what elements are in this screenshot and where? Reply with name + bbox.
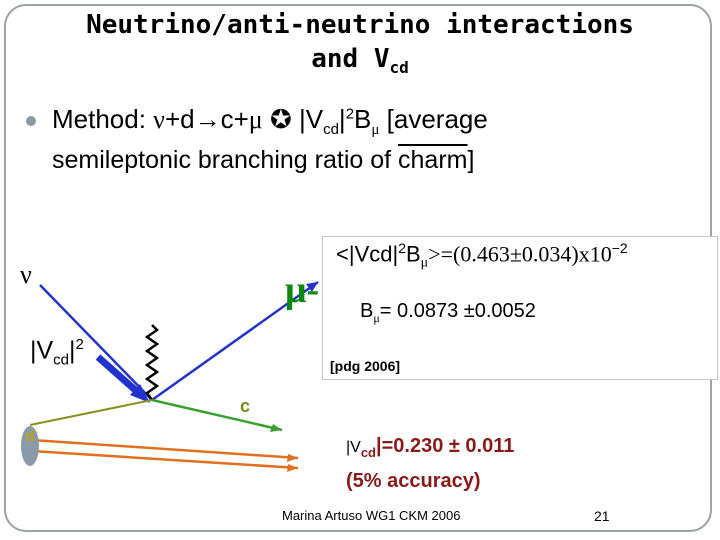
method-v: |V bbox=[291, 104, 324, 134]
quark-in-line bbox=[29, 399, 153, 426]
highlight-arrow bbox=[95, 354, 145, 399]
bmu-b: B bbox=[360, 300, 374, 322]
formula-exp: −2 bbox=[611, 240, 628, 256]
highlight-arrowhead bbox=[130, 384, 150, 403]
muon-line bbox=[151, 280, 319, 402]
method-v-end: | bbox=[338, 104, 346, 134]
method-line-2-c: ] bbox=[467, 146, 475, 174]
bullet-dot-icon bbox=[26, 116, 36, 126]
method-prefix: Method: bbox=[52, 104, 154, 134]
w-boson-line bbox=[144, 324, 160, 401]
method-b-sub: μ bbox=[371, 122, 380, 139]
spectator-arrowhead-2 bbox=[287, 464, 298, 472]
muon-arrowhead bbox=[306, 282, 318, 292]
title-line-2: and Vcd bbox=[0, 42, 720, 85]
method-nu: ν bbox=[153, 105, 165, 134]
bmu-sub: μ bbox=[373, 311, 380, 325]
slide-title: Neutrino/anti-neutrino interactions and … bbox=[0, 8, 720, 85]
method-bracket: [average bbox=[379, 104, 488, 134]
formula-sq: 2 bbox=[398, 240, 406, 256]
result-v-sub: cd bbox=[360, 445, 376, 460]
result-v: |V bbox=[346, 439, 361, 456]
charm-arrowhead bbox=[270, 424, 282, 432]
formula-b: B bbox=[405, 241, 421, 267]
method-sq: 2 bbox=[345, 105, 355, 123]
spectator-line-2 bbox=[31, 449, 299, 470]
diagram-vcd-sub: cd bbox=[53, 351, 70, 369]
bmu-value: Bμ= 0.0873 ±0.0052 bbox=[360, 300, 536, 326]
title-line-1: Neutrino/anti-neutrino interactions bbox=[86, 10, 634, 40]
diagram-vcd-label: |Vcd|2 bbox=[30, 336, 84, 368]
formula-c: >=(0.463±0.034)x10 bbox=[428, 241, 612, 267]
diagram-vcd-end: | bbox=[69, 336, 76, 365]
charm-line bbox=[151, 398, 283, 432]
method-line-2-a: semileptonic branching ratio of bbox=[52, 146, 399, 174]
title-line-2-sub: cd bbox=[389, 58, 409, 78]
vcd-result: |Vcd|=0.230 ± 0.011 (5% accuracy) bbox=[346, 432, 514, 495]
diagram-vcd-a: |V bbox=[30, 336, 54, 365]
diagram-c-label: c bbox=[240, 396, 251, 416]
star-icon: ✪ bbox=[269, 104, 292, 134]
diagram-d-label: d bbox=[25, 428, 35, 445]
bmu-val: = 0.0873 ±0.0052 bbox=[379, 300, 536, 322]
formula-box bbox=[322, 236, 718, 380]
page-number: 21 bbox=[594, 508, 610, 524]
method-reaction: +d→c+ bbox=[164, 104, 249, 134]
pdg-reference: [pdg 2006] bbox=[330, 358, 401, 374]
diagram-nu-label: ν bbox=[20, 260, 32, 289]
spectator-arrowhead-1 bbox=[287, 454, 298, 462]
footer-author: Marina Artuso WG1 CKM 2006 bbox=[282, 508, 461, 523]
method-mu: μ bbox=[248, 105, 263, 134]
method-line-1: Method: ν+d→c+μ ✪ |Vcd|2Bμ [average bbox=[52, 104, 488, 139]
spectator-line-1 bbox=[31, 438, 299, 460]
method-v-sub: cd bbox=[323, 121, 339, 139]
formula-mu: μ bbox=[420, 255, 429, 271]
formula-a: <|Vcd| bbox=[336, 241, 399, 267]
method-line-2: semileptonic branching ratio of charm] bbox=[52, 146, 474, 175]
nucleon-icon bbox=[21, 426, 39, 466]
neutrino-line bbox=[39, 284, 153, 401]
method-line-2-charm: charm bbox=[398, 146, 468, 174]
diagram-vcd-sq: 2 bbox=[75, 336, 84, 353]
result-line-2: (5% accuracy) bbox=[346, 470, 481, 492]
diagram-mu-label: μ- bbox=[285, 269, 320, 311]
title-line-2-text: and V bbox=[311, 44, 390, 74]
formula-main: <|Vcd|2Bμ>=(0.463±0.034)x10−2 bbox=[336, 240, 628, 272]
method-b: B bbox=[354, 104, 372, 134]
result-value: |=0.230 ± 0.011 bbox=[376, 435, 515, 457]
result-line-1: |Vcd|=0.230 ± 0.011 bbox=[346, 432, 514, 467]
